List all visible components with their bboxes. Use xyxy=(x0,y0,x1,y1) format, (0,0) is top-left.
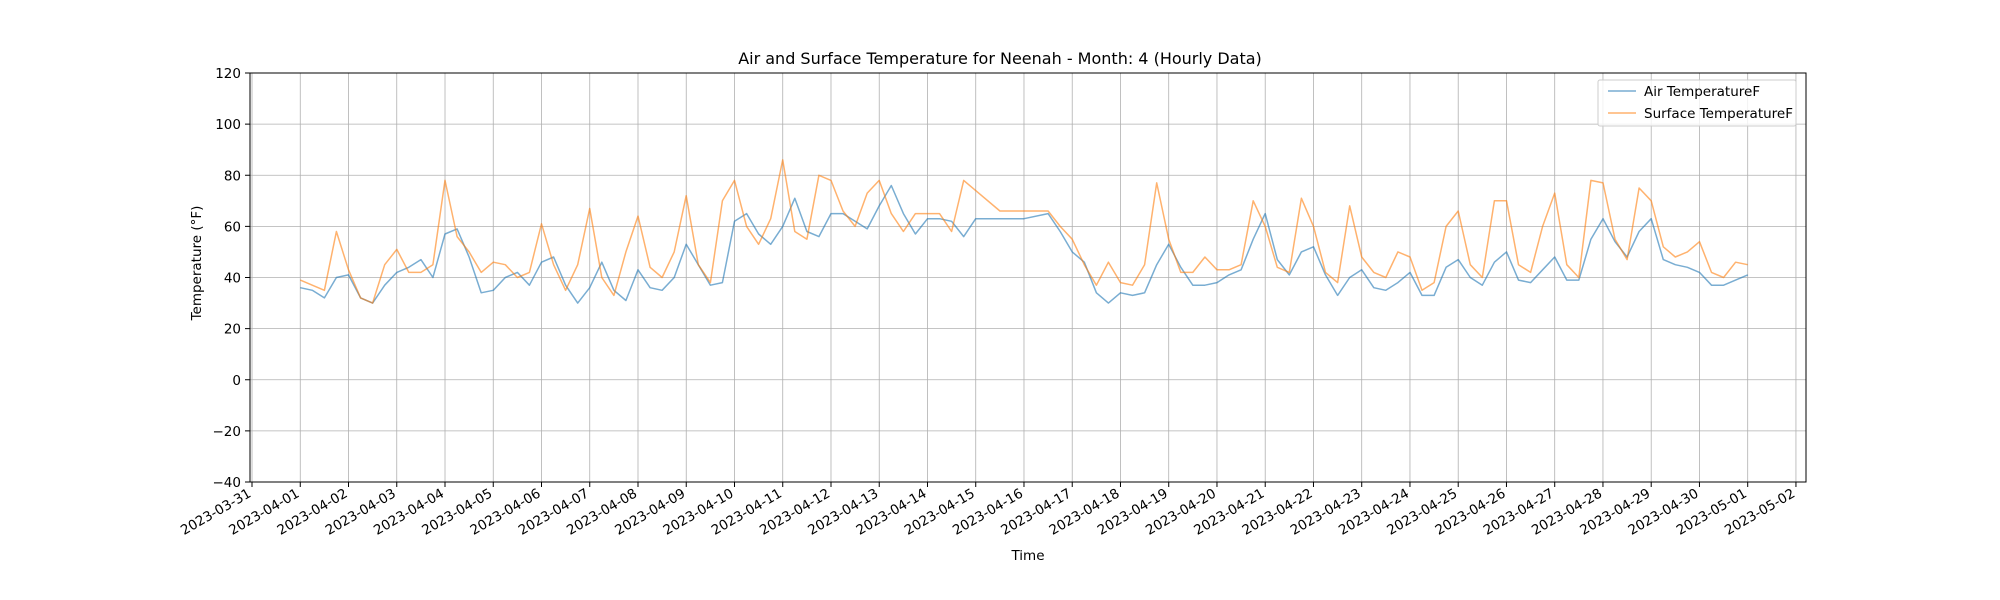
y-tick-label: 40 xyxy=(224,271,241,287)
legend-box xyxy=(1597,79,1797,127)
chart-title: Air and Surface Temperature for Neenah -… xyxy=(738,49,1262,68)
y-tick-label: 100 xyxy=(215,117,241,133)
legend-label-surface: Surface TemperatureF xyxy=(1644,106,1793,122)
x-axis-title: Time xyxy=(1010,548,1044,564)
y-tick-label: 80 xyxy=(224,168,241,184)
y-tick-label: −40 xyxy=(213,475,242,491)
series-layer xyxy=(300,159,1748,304)
y-tick-label: −20 xyxy=(213,424,242,440)
surface-temperature-line xyxy=(300,159,1748,304)
y-tick-label: 60 xyxy=(224,219,241,235)
y-tick-label: 20 xyxy=(224,322,241,338)
y-tick-label: 120 xyxy=(215,66,241,82)
legend-label-air: Air TemperatureF xyxy=(1644,84,1760,100)
air-temperature-line xyxy=(300,184,1748,304)
y-axis-title: Temperature (°F) xyxy=(189,206,205,322)
legend: Air TemperatureF Surface TemperatureF xyxy=(1597,79,1797,127)
y-axis: −40 −20 0 20 40 60 80 100 120 xyxy=(213,66,250,491)
y-tick-label: 0 xyxy=(232,373,241,389)
